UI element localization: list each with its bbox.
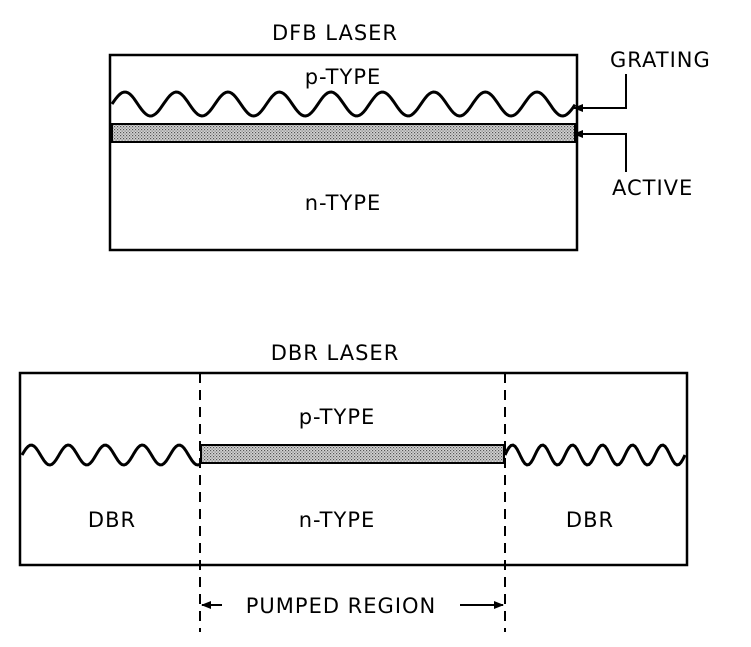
dbr-active-layer bbox=[200, 444, 505, 464]
dfb-laser: DFB LASER p-TYPE n-TYPE GRATING ACTIVE bbox=[108, 21, 711, 252]
active-callout-label: ACTIVE bbox=[612, 176, 693, 200]
dbr-left-section-label: DBR bbox=[88, 508, 136, 532]
dbr-laser: DBR LASER p-TYPE n-TYPE DBR DBR PUMPED R… bbox=[18, 341, 689, 632]
active-leader-line bbox=[573, 130, 627, 172]
dfb-active-layer bbox=[111, 123, 576, 143]
dbr-right-section-label: DBR bbox=[566, 508, 614, 532]
dbr-title: DBR LASER bbox=[271, 341, 400, 365]
dfb-device-outline bbox=[108, 53, 579, 252]
grating-leader-line bbox=[573, 74, 627, 112]
dfb-grating bbox=[110, 90, 577, 118]
dbr-left-grating bbox=[20, 443, 201, 467]
dbr-p-type-label: p-TYPE bbox=[299, 405, 376, 429]
dbr-right-grating bbox=[503, 443, 687, 467]
dbr-n-type-label: n-TYPE bbox=[299, 508, 376, 532]
dbr-device-outline bbox=[18, 371, 689, 567]
pumped-region-label: PUMPED REGION bbox=[246, 594, 437, 618]
dfb-title: DFB LASER bbox=[272, 21, 398, 45]
grating-callout-label: GRATING bbox=[610, 48, 711, 72]
dfb-n-type-label: n-TYPE bbox=[305, 191, 382, 215]
dfb-p-type-label: p-TYPE bbox=[305, 65, 382, 89]
